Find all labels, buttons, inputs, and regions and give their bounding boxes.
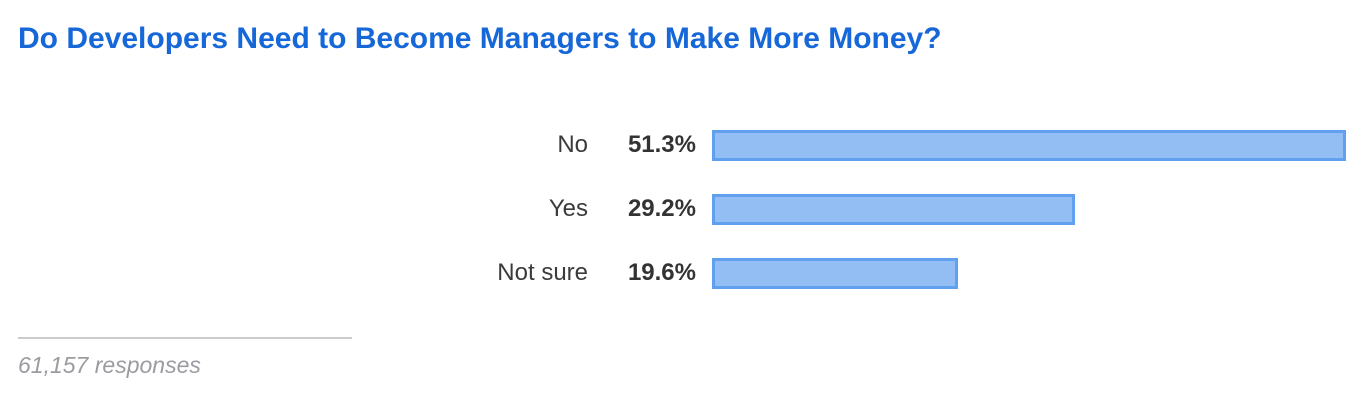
value-label-not-sure: 19.6%: [627, 259, 696, 286]
bar-row-no: No 51.3%: [0, 113, 1362, 177]
bar-row-yes: Yes 29.2%: [0, 177, 1362, 241]
footer-divider: [18, 337, 352, 339]
value-label-yes: 29.2%: [627, 195, 696, 222]
category-label-no: No: [557, 131, 588, 158]
chart-title: Do Developers Need to Become Managers to…: [18, 22, 942, 55]
responses-count: 61,157 responses: [18, 352, 201, 378]
bar-not-sure: [712, 257, 958, 289]
bar-row-not-sure: Not sure 19.6%: [0, 241, 1362, 305]
category-label-yes: Yes: [548, 195, 588, 222]
category-label-not-sure: Not sure: [497, 259, 588, 286]
bar-chart: No 51.3% Yes 29.2% Not sure 19.6%: [0, 113, 1362, 305]
value-label-no: 51.3%: [627, 131, 696, 158]
bar-no: [712, 129, 1346, 161]
bar-yes: [712, 193, 1075, 225]
